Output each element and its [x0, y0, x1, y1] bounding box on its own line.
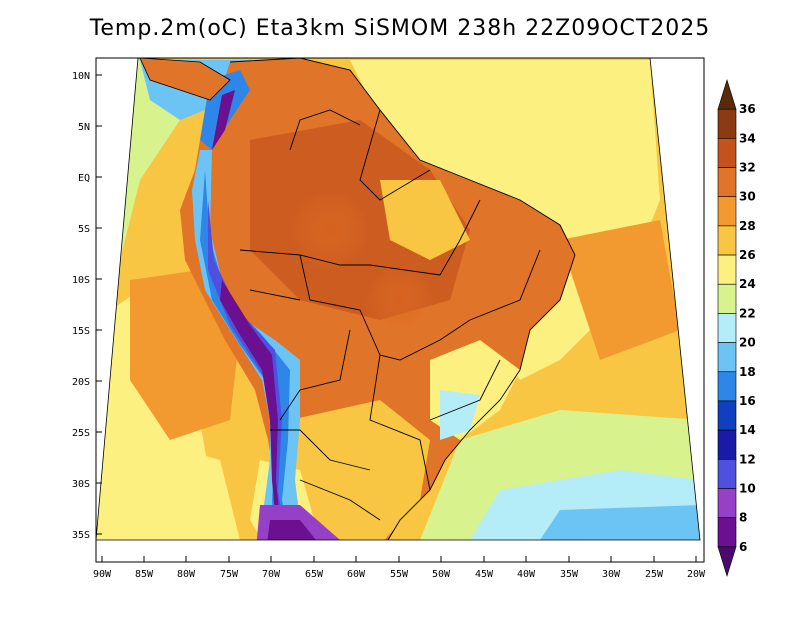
lat-label: 10S	[72, 275, 90, 286]
colorbar: 36 34 32 30 28 26 24 22 20 18 16 14 12 10 8 6	[717, 78, 756, 578]
lon-label: 70W	[262, 569, 281, 580]
colorbar-segment	[717, 546, 737, 578]
colorbar-segment	[717, 313, 737, 343]
lat-label: EQ	[78, 173, 90, 184]
colorbar-segment	[717, 196, 737, 227]
colorbar-segment	[717, 342, 737, 373]
map-frame	[95, 57, 705, 563]
lon-label: 50W	[432, 569, 451, 580]
lon-label: 25W	[645, 569, 664, 580]
lon-label: 75W	[220, 569, 239, 580]
colorbar-segment	[717, 400, 737, 431]
longitude-axis: 90W 85W 80W 75W 70W 65W 60W 55W 50W 45W …	[93, 556, 706, 580]
colorbar-label: 30	[739, 190, 756, 204]
lon-label: 55W	[390, 569, 409, 580]
lat-label: 25S	[72, 428, 90, 439]
latitude-axis: 10N 5N EQ 5S 10S 15S 20S 25S 30S 35S	[72, 71, 102, 541]
colorbar-label: 14	[739, 423, 756, 437]
lon-label: 60W	[347, 569, 366, 580]
colorbar-segment	[717, 108, 737, 139]
colorbar-label: 20	[739, 336, 756, 350]
colorbar-label: 34	[739, 131, 756, 145]
lon-label: 65W	[305, 569, 324, 580]
colorbar-label: 26	[739, 248, 756, 262]
lat-label: 5S	[78, 224, 90, 235]
colorbar-label: 16	[739, 394, 756, 408]
colorbar-label: 24	[739, 277, 756, 291]
lon-label: 85W	[135, 569, 154, 580]
map-domain	[96, 58, 700, 540]
lat-label: 15S	[72, 326, 90, 337]
lon-label: 40W	[517, 569, 536, 580]
colorbar-segment	[717, 254, 737, 285]
lat-label: 20S	[72, 377, 90, 388]
lon-label: 90W	[93, 569, 112, 580]
colorbar-segment	[717, 429, 737, 460]
colorbar-label: 6	[739, 540, 747, 554]
lon-label: 30W	[602, 569, 621, 580]
colorbar-segment	[717, 283, 737, 314]
lon-label: 35W	[560, 569, 579, 580]
colorbar-label: 36	[739, 102, 756, 116]
colorbar-segment	[717, 167, 737, 198]
colorbar-segment	[717, 517, 737, 548]
colorbar-label: 28	[739, 219, 756, 233]
country-borders	[229, 58, 576, 540]
lat-label: 10N	[72, 71, 90, 82]
colorbar-label: 32	[739, 161, 756, 175]
colorbar-segment	[717, 138, 737, 168]
colorbar-segment	[717, 488, 737, 518]
colorbar-label: 22	[739, 306, 756, 320]
colorbar-segment	[717, 225, 737, 256]
lat-label: 30S	[72, 479, 90, 490]
map-title: Temp.2m(oC) Eta3km SiSMOM 238h 22Z09OCT2…	[89, 16, 711, 41]
colorbar-label: 10	[739, 481, 756, 495]
colorbar-segment	[717, 371, 737, 402]
colorbar-label: 18	[739, 365, 756, 379]
colorbar-segment	[717, 458, 737, 489]
lon-label: 80W	[177, 569, 196, 580]
lat-label: 35S	[72, 530, 90, 541]
lon-label: 20W	[687, 569, 706, 580]
colorbar-label: 8	[739, 511, 747, 525]
lat-label: 5N	[78, 122, 90, 133]
colorbar-label: 12	[739, 452, 756, 466]
lon-label: 45W	[475, 569, 494, 580]
colorbar-segment	[717, 78, 737, 110]
